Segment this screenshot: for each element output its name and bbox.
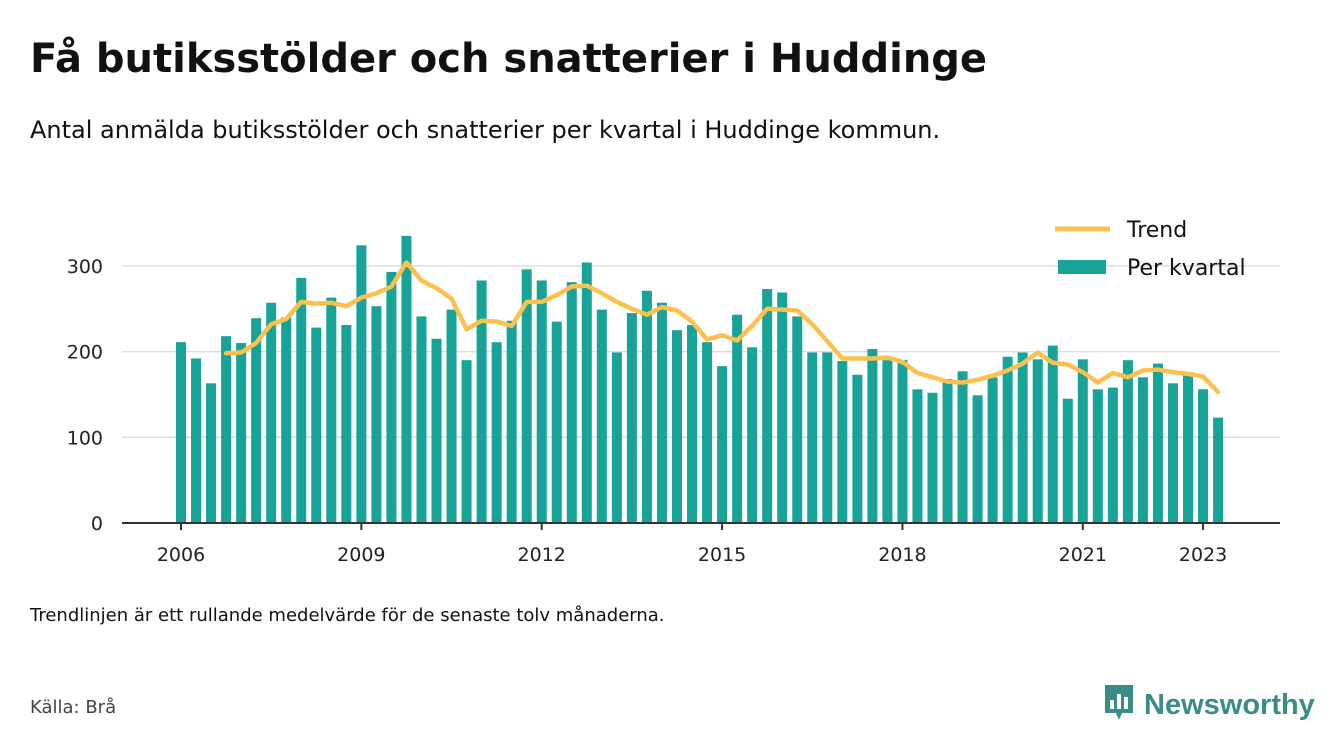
bar[interactable] [596, 309, 607, 523]
bar[interactable] [1152, 363, 1163, 523]
legend-bars-label: Per kvartal [1127, 256, 1246, 281]
bar[interactable] [1183, 372, 1194, 523]
bar[interactable] [281, 317, 292, 523]
bar[interactable] [897, 360, 908, 523]
bar[interactable] [1198, 389, 1209, 523]
bar[interactable] [822, 352, 833, 523]
bar[interactable] [687, 325, 698, 523]
trend-series [223, 260, 1221, 395]
bar-series [176, 235, 1224, 523]
bar[interactable] [1032, 359, 1043, 523]
bar[interactable] [206, 383, 217, 523]
bar[interactable] [236, 343, 247, 523]
bar[interactable] [1047, 345, 1058, 523]
x-tick-label: 2006 [157, 544, 205, 566]
bar[interactable] [717, 366, 728, 523]
bar[interactable] [191, 358, 202, 523]
bar[interactable] [882, 360, 893, 523]
bar[interactable] [581, 262, 592, 523]
bar[interactable] [1002, 356, 1013, 523]
bar[interactable] [266, 302, 277, 523]
bar[interactable] [972, 395, 983, 523]
y-tick-label: 100 [67, 427, 103, 449]
x-tick-label: 2009 [337, 544, 385, 566]
bar[interactable] [807, 352, 818, 523]
bar[interactable] [641, 290, 652, 523]
bar[interactable] [371, 306, 382, 523]
chart-title: Få butiksstölder och snatterier i Huddin… [30, 36, 988, 82]
bar[interactable] [566, 282, 577, 523]
bar[interactable] [852, 374, 863, 523]
legend: Trend Per kvartal [1055, 218, 1246, 281]
bar[interactable] [326, 297, 337, 523]
chart-area: 0 100 200 300 2006 2009 2012 2015 2018 2021 2023 T… [67, 218, 1280, 566]
bar[interactable] [221, 336, 232, 523]
x-tick-label: 2023 [1179, 544, 1227, 566]
bar[interactable] [536, 280, 547, 523]
bar[interactable] [251, 318, 262, 523]
footnote: Trendlinjen är ett rullande medelvärde f… [30, 605, 665, 626]
bar[interactable] [416, 316, 427, 523]
x-tick-label: 2015 [698, 544, 746, 566]
bar[interactable] [1122, 360, 1133, 523]
y-tick-label: 300 [67, 256, 103, 278]
bar-chart-logo-icon [1102, 683, 1136, 727]
bar[interactable] [702, 342, 713, 523]
bar[interactable] [792, 316, 803, 523]
bar[interactable] [927, 392, 938, 523]
bar[interactable] [1017, 352, 1028, 523]
axes: 0 100 200 300 2006 2009 2012 2015 2018 2021 2023 [67, 256, 1280, 566]
source-label: Källa: Brå [30, 697, 117, 718]
gridlines [122, 265, 1280, 439]
bar[interactable] [1077, 359, 1088, 523]
bar[interactable] [837, 361, 848, 523]
bar[interactable] [311, 327, 322, 523]
legend-bars-swatch [1058, 260, 1106, 274]
bar[interactable] [671, 330, 682, 523]
bar[interactable] [296, 277, 307, 523]
bar[interactable] [777, 292, 788, 523]
bar[interactable] [957, 371, 968, 523]
bar[interactable] [747, 347, 758, 523]
bar[interactable] [386, 271, 397, 523]
bar[interactable] [491, 342, 502, 523]
bar[interactable] [942, 379, 953, 523]
brand-logo[interactable]: Newsworthy [1102, 683, 1315, 727]
bar[interactable] [1213, 417, 1224, 523]
x-tick-label: 2021 [1059, 544, 1107, 566]
bar[interactable] [987, 377, 998, 523]
trend-line[interactable] [223, 260, 1221, 395]
bar[interactable] [401, 235, 412, 523]
bar[interactable] [1137, 377, 1148, 523]
bar[interactable] [356, 245, 367, 523]
bar[interactable] [626, 313, 637, 523]
bar[interactable] [341, 325, 352, 523]
bar[interactable] [476, 280, 487, 523]
bar[interactable] [431, 338, 442, 523]
bar[interactable] [506, 320, 517, 523]
bar[interactable] [1092, 389, 1103, 523]
bar[interactable] [732, 314, 743, 523]
bar[interactable] [551, 321, 562, 523]
bar[interactable] [461, 360, 472, 523]
x-tick-label: 2018 [878, 544, 926, 566]
bar[interactable] [762, 289, 773, 523]
bar[interactable] [611, 352, 622, 523]
bar[interactable] [656, 302, 667, 523]
bar[interactable] [912, 389, 923, 523]
bar[interactable] [1167, 383, 1178, 523]
legend-trend-label: Trend [1126, 218, 1187, 243]
bar[interactable] [176, 342, 186, 523]
bar[interactable] [446, 309, 457, 523]
bar[interactable] [1107, 387, 1118, 523]
bar[interactable] [521, 269, 532, 523]
y-tick-label: 0 [91, 513, 103, 535]
x-tick-label: 2012 [518, 544, 566, 566]
bar[interactable] [867, 349, 878, 523]
bar[interactable] [1062, 398, 1073, 523]
y-tick-label: 200 [67, 342, 103, 364]
brand-name: Newsworthy [1144, 688, 1315, 721]
chart-subtitle: Antal anmälda butiksstölder och snatteri… [30, 116, 941, 144]
